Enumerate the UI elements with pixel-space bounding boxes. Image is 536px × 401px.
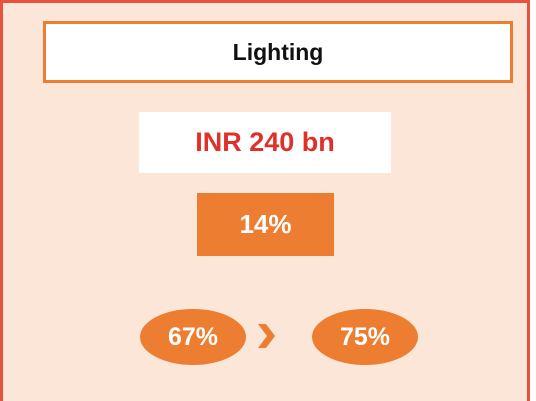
market-size: INR 240 bn <box>195 127 335 157</box>
title-box: Lighting <box>43 21 513 83</box>
chevron-shape <box>258 324 275 348</box>
to-oval: 75% <box>312 309 418 365</box>
share-box: 14% <box>197 193 334 256</box>
from-oval: 67% <box>140 309 246 365</box>
chevron <box>258 324 275 348</box>
share: 14% <box>239 209 292 239</box>
to-value: 75% <box>339 322 391 351</box>
from-value: 67% <box>167 322 219 351</box>
title: Lighting <box>232 38 324 65</box>
value-box: INR 240 bn <box>139 112 391 173</box>
